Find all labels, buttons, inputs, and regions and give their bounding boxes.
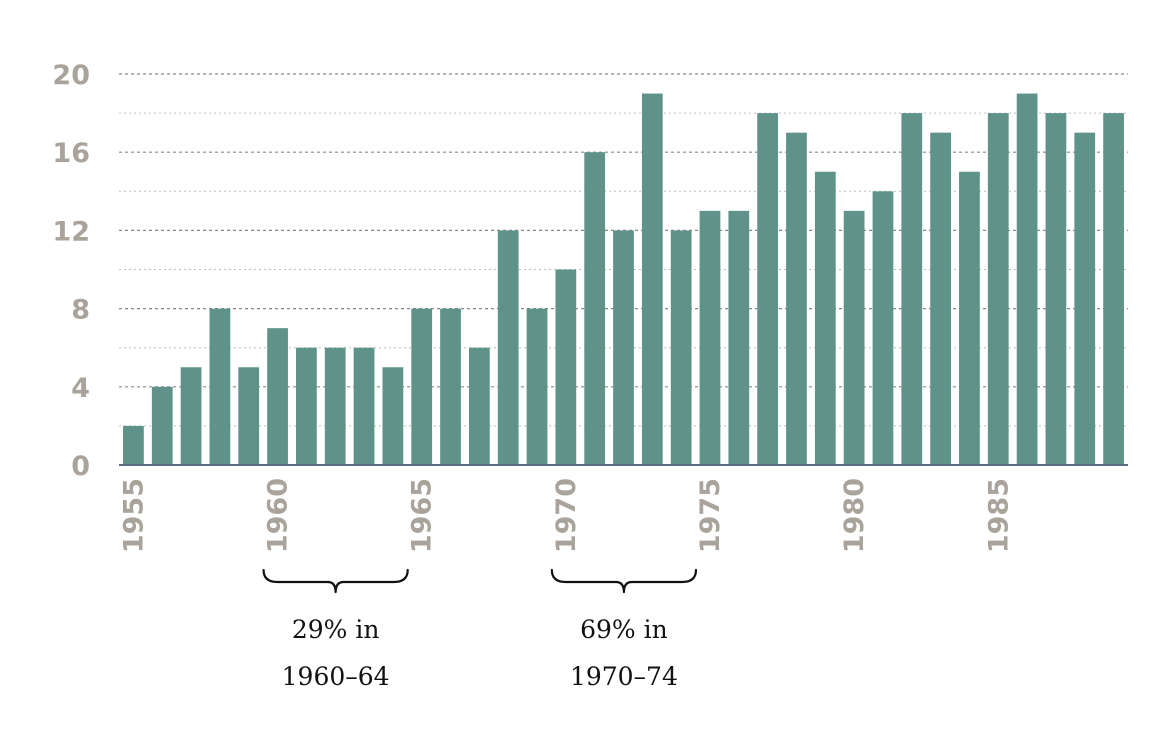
bar-1977 [757,113,779,465]
bar-1970 [555,269,577,465]
bars [123,93,1124,466]
bar-1968 [497,230,519,465]
annotation-line-2: 1970–74 [570,662,678,691]
bar-1975 [699,210,721,465]
bar-1964 [382,367,404,465]
bar-1986 [1016,93,1038,466]
curly-brace-icon [262,568,409,594]
bar-1989 [1103,113,1124,465]
x-axis-ticks: 1955 1960 1965 1970 1975 1980 1985 [118,478,1014,553]
bar-1957 [180,367,202,465]
bar-1955 [123,425,144,465]
bar-1962 [324,347,346,465]
y-tick-label: 0 [71,451,90,482]
y-tick-label: 20 [52,60,90,91]
bar-1980 [843,210,865,465]
bar-1983 [930,132,951,465]
bar-1971 [584,152,606,465]
y-tick-label: 4 [71,373,90,404]
y-tick-label: 8 [71,295,90,326]
annotation-1960-64: 29% in 1960–64 [262,568,409,691]
bar-1969 [526,308,548,465]
bar-1981 [872,191,894,466]
bar-1959 [238,367,260,465]
annotation-line-1: 29% in [292,615,380,644]
bar-1987 [1045,113,1067,465]
bar-1958 [209,308,231,465]
x-tick-label: 1960 [263,478,294,553]
annotation-1970-74: 69% in 1970–74 [550,568,698,691]
bar-1963 [353,347,375,465]
bar-1984 [959,171,980,465]
bar-1966 [440,308,461,465]
bar-1965 [411,308,433,465]
bar-1979 [814,171,836,465]
bar-1976 [728,210,750,465]
bar-1956 [151,386,173,465]
annotation-line-1: 69% in [580,615,668,644]
x-tick-label: 1985 [983,478,1014,553]
y-tick-label: 12 [52,216,90,247]
curly-brace-icon [550,568,698,594]
bar-1978 [786,132,807,465]
bar-1961 [296,347,317,465]
x-tick-label: 1955 [118,478,149,553]
bar-1974 [670,230,692,465]
x-tick-label: 1970 [551,478,582,553]
y-axis-ticks: 0 4 8 12 16 20 [52,60,90,482]
x-tick-label: 1980 [839,478,870,553]
y-tick-label: 16 [52,138,90,169]
bar-1982 [901,113,923,465]
bar-1988 [1074,132,1096,465]
bar-1985 [987,113,1009,465]
bar-1960 [267,328,288,465]
bar-1973 [641,93,663,466]
bar-1972 [613,230,634,465]
x-tick-label: 1965 [407,478,438,553]
annotation-line-2: 1960–64 [282,662,390,691]
x-tick-label: 1975 [695,478,726,553]
bar-1967 [468,347,490,465]
